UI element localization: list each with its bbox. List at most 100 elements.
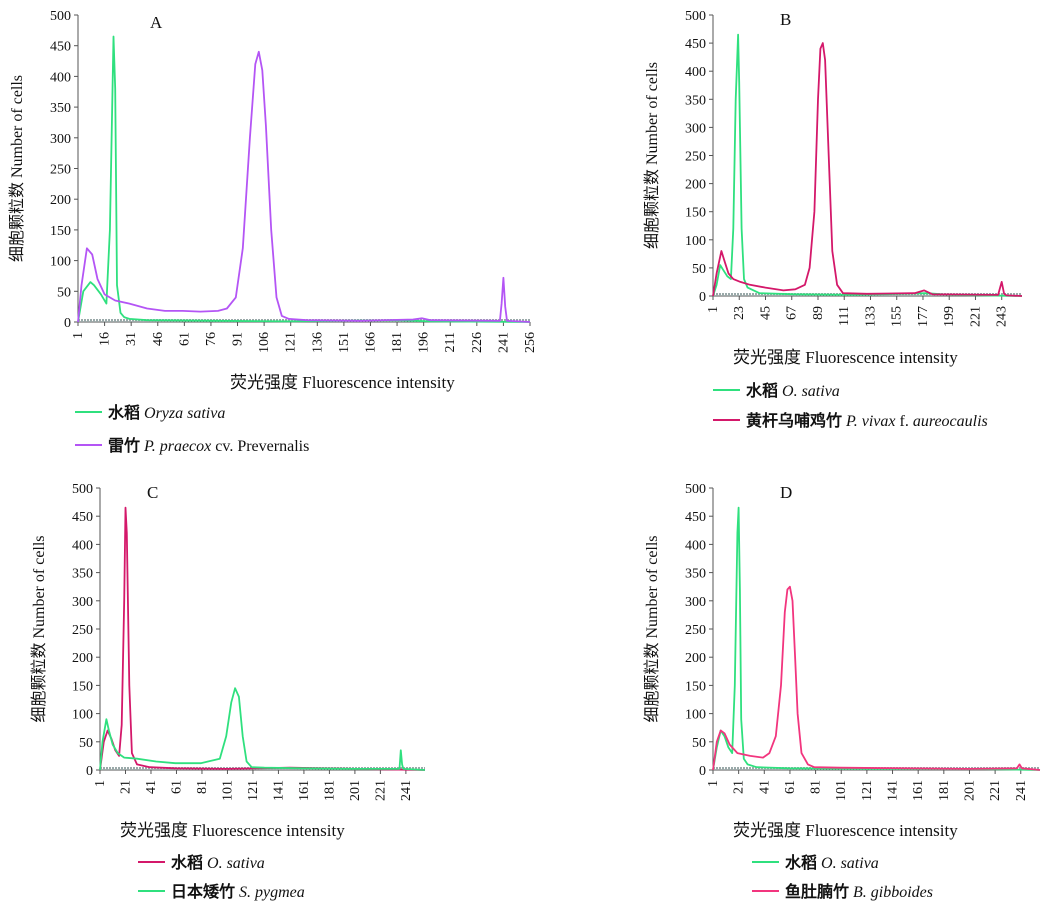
y-tick-label: 200 xyxy=(72,651,93,666)
y-tick-label: 50 xyxy=(79,736,93,751)
y-tick-label: 450 xyxy=(72,510,93,525)
y-tick-label: 150 xyxy=(685,206,706,221)
y-tick-label: 450 xyxy=(50,40,71,55)
y-tick-label: 250 xyxy=(50,163,71,178)
x-tick-label: 241 xyxy=(496,332,511,353)
series-line-p-praecox-cv-prevernalis xyxy=(77,50,531,323)
legend-entry: 黄杆乌哺鸡竹 P. vivax f. aureocaulis xyxy=(713,411,988,430)
y-axis-label: 细胞颗粒数 Number of cells xyxy=(30,535,48,722)
x-tick-label: 21 xyxy=(732,780,747,794)
y-tick-label: 100 xyxy=(72,708,93,723)
x-tick-label: 161 xyxy=(911,780,926,801)
x-tick-label: 21 xyxy=(118,780,133,794)
x-tick-label: 101 xyxy=(834,780,849,801)
legend-label: 水稻 O. sativa xyxy=(746,381,840,400)
legend-label: 水稻 Oryza sativa xyxy=(108,403,225,422)
x-tick-label: 141 xyxy=(886,780,901,801)
x-tick-label: 121 xyxy=(860,780,875,801)
y-tick-label: 150 xyxy=(50,224,71,239)
y-tick-label: 300 xyxy=(72,595,93,610)
legend-entry: 水稻 Oryza sativa xyxy=(75,403,225,422)
x-tick-label: 101 xyxy=(220,780,235,801)
x-tick-label: 133 xyxy=(863,306,878,327)
x-tick-label: 46 xyxy=(151,332,166,346)
legend-entry: 水稻 O. sativa xyxy=(752,853,879,872)
y-tick-label: 200 xyxy=(685,178,706,193)
series-line-s-pygmea xyxy=(99,687,426,771)
y-tick-label: 50 xyxy=(692,736,706,751)
y-tick-label: 0 xyxy=(64,316,71,331)
x-tick-label: 211 xyxy=(443,332,458,352)
series-line-oryza-sativa xyxy=(77,35,531,323)
series-line-p-vivax-f-aureocaulis xyxy=(712,42,1023,297)
y-tick-label: 0 xyxy=(699,290,706,305)
y-tick-label: 250 xyxy=(685,150,706,165)
panel-letter: A xyxy=(150,13,163,32)
y-tick-label: 300 xyxy=(685,595,706,610)
x-tick-label: 91 xyxy=(231,332,246,346)
x-tick-label: 81 xyxy=(195,780,210,794)
series-line-b-gibboides xyxy=(712,585,1041,771)
x-tick-label: 241 xyxy=(1014,780,1029,801)
x-tick-label: 16 xyxy=(98,332,113,346)
y-tick-label: 400 xyxy=(72,538,93,553)
y-tick-label: 100 xyxy=(685,234,706,249)
y-tick-label: 0 xyxy=(699,764,706,779)
legend-entry: 日本矮竹 S. pygmea xyxy=(138,882,305,901)
y-tick-label: 350 xyxy=(72,567,93,582)
x-axis-label: 荧光强度 Fluorescence intensity xyxy=(120,821,345,840)
x-tick-label: 181 xyxy=(322,780,337,801)
y-tick-label: 300 xyxy=(50,132,71,147)
y-tick-label: 300 xyxy=(685,121,706,136)
x-tick-label: 166 xyxy=(363,332,378,353)
y-tick-label: 250 xyxy=(685,623,706,638)
x-tick-label: 141 xyxy=(271,780,286,801)
x-tick-label: 221 xyxy=(988,780,1003,801)
y-tick-label: 400 xyxy=(685,65,706,80)
y-axis-label: 细胞颗粒数 Number of cells xyxy=(643,535,661,722)
series-line-o-sativa xyxy=(712,506,1041,771)
y-axis-label: 细胞颗粒数 Number of cells xyxy=(643,62,661,249)
x-tick-label: 151 xyxy=(337,332,352,353)
panel-letter: C xyxy=(147,483,158,502)
panel-letter: B xyxy=(780,10,791,29)
x-tick-label: 1 xyxy=(93,780,108,787)
y-tick-label: 50 xyxy=(57,285,71,300)
x-tick-label: 89 xyxy=(811,306,826,320)
x-tick-label: 226 xyxy=(470,332,485,353)
y-tick-label: 250 xyxy=(72,623,93,638)
x-tick-label: 181 xyxy=(390,332,405,353)
y-tick-label: 100 xyxy=(685,708,706,723)
legend-entry: 水稻 O. sativa xyxy=(138,853,265,872)
panel-a: 0 50 100 150 200 250 300 350 400 450 500 1 16 31 46 61 7… xyxy=(8,9,538,455)
legend-label: 雷竹 P. praecox cv. Prevernalis xyxy=(108,436,309,455)
y-tick-label: 500 xyxy=(72,482,93,497)
x-tick-label: 221 xyxy=(968,306,983,327)
x-tick-label: 1 xyxy=(706,306,721,313)
panel-letter: D xyxy=(780,483,792,502)
x-tick-label: 45 xyxy=(758,306,773,320)
x-tick-label: 199 xyxy=(942,306,957,327)
y-tick-label: 400 xyxy=(50,70,71,85)
y-tick-label: 350 xyxy=(50,101,71,116)
x-tick-label: 1 xyxy=(71,332,86,339)
x-tick-label: 31 xyxy=(124,332,139,346)
x-tick-label: 61 xyxy=(177,332,192,346)
legend-label: 日本矮竹 S. pygmea xyxy=(171,882,305,901)
panel-b: 0 50 100 150 200 250 300 350 400 450 500 1 23 45 67 89 1… xyxy=(643,9,1023,430)
y-tick-label: 50 xyxy=(692,262,706,277)
x-tick-label: 161 xyxy=(297,780,312,801)
y-tick-label: 150 xyxy=(72,679,93,694)
y-tick-label: 200 xyxy=(685,651,706,666)
legend-label: 黄杆乌哺鸡竹 P. vivax f. aureocaulis xyxy=(746,411,988,430)
x-tick-label: 81 xyxy=(809,780,824,794)
y-tick-label: 400 xyxy=(685,538,706,553)
x-axis-label: 荧光强度 Fluorescence intensity xyxy=(733,348,958,367)
x-tick-label: 121 xyxy=(246,780,261,801)
x-tick-label: 221 xyxy=(373,780,388,801)
legend-entry: 雷竹 P. praecox cv. Prevernalis xyxy=(75,436,309,455)
x-tick-label: 76 xyxy=(204,332,219,346)
x-tick-label: 41 xyxy=(144,780,159,794)
